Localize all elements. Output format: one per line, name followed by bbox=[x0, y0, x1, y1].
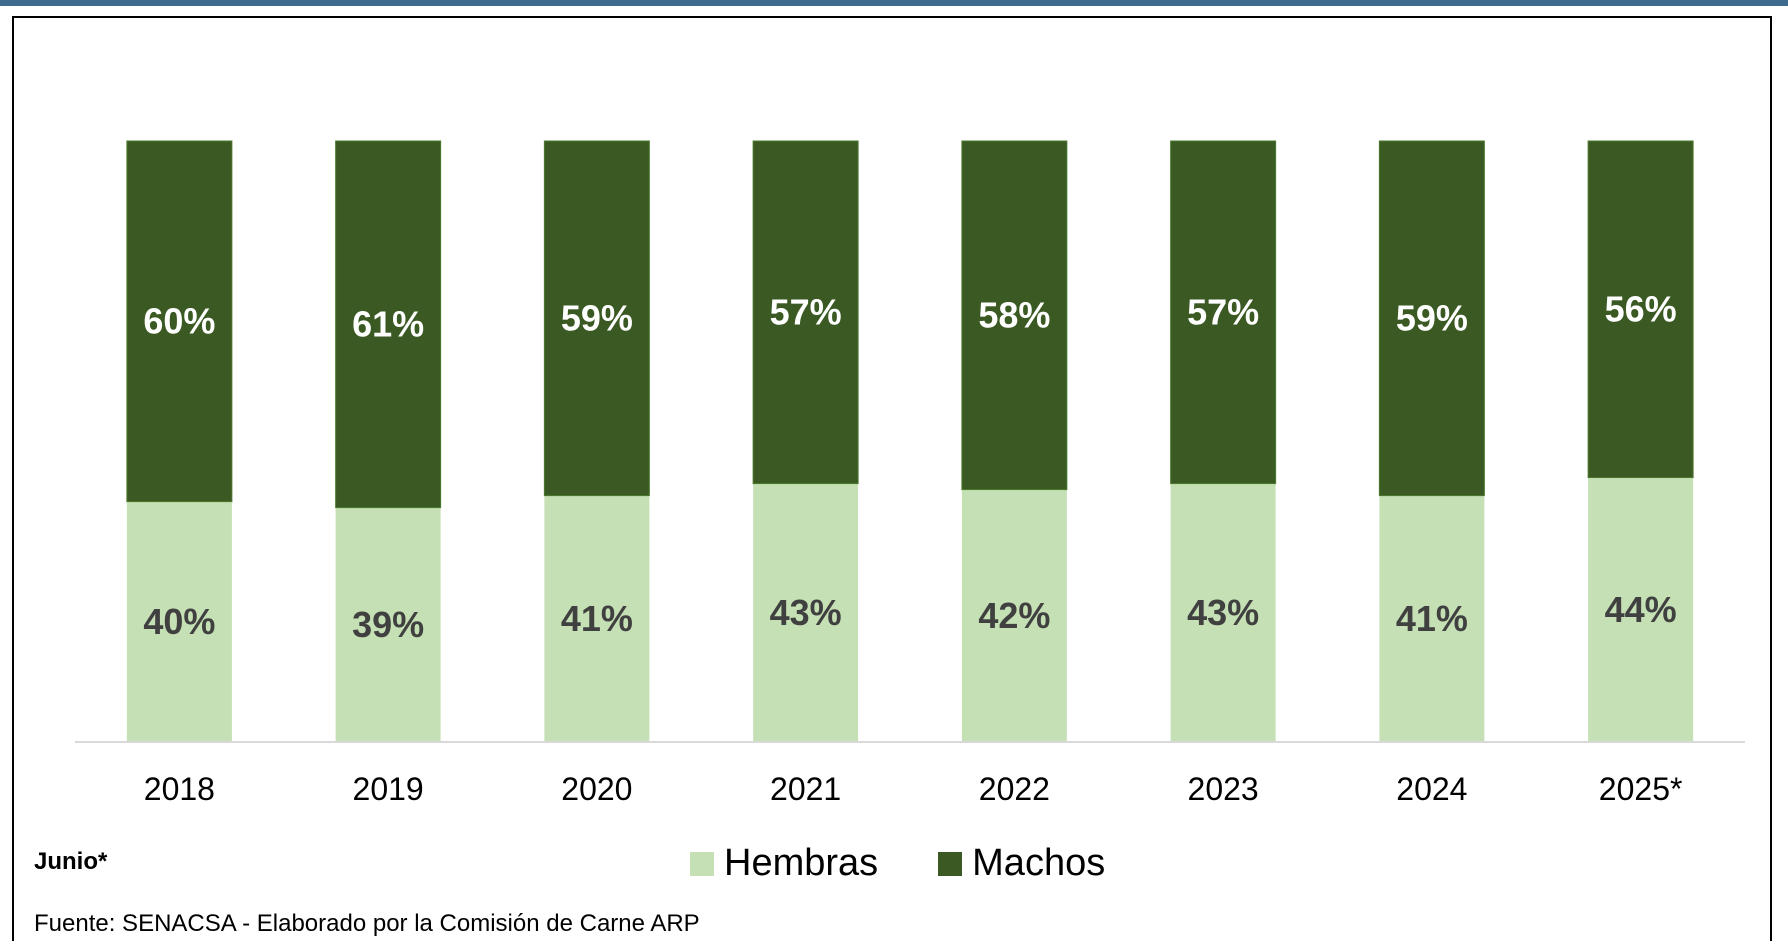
bar-machos-2020 bbox=[543, 140, 650, 497]
bar-hembras-2018 bbox=[126, 501, 232, 742]
legend-label-machos: Machos bbox=[972, 842, 1106, 884]
x-tick-label-2025: 2025* bbox=[1599, 771, 1683, 807]
data-label-hembras-2022: 42% bbox=[978, 595, 1050, 636]
legend-item-machos: Machos bbox=[938, 842, 1105, 885]
data-label-hembras-2024: 41% bbox=[1396, 598, 1468, 639]
x-tick-label-2022: 2022 bbox=[979, 771, 1050, 807]
bar-machos-2019 bbox=[335, 140, 442, 509]
data-label-machos-2019: 61% bbox=[352, 303, 424, 344]
bar-machos-2018 bbox=[126, 140, 233, 503]
data-label-machos-2020: 59% bbox=[561, 297, 633, 338]
legend-swatch-hembras bbox=[690, 851, 714, 876]
bar-hembras-2022 bbox=[961, 489, 1067, 742]
x-tick-label-2018: 2018 bbox=[144, 771, 215, 807]
x-tick-label-2019: 2019 bbox=[353, 771, 424, 807]
bar-hembras-2020 bbox=[544, 495, 650, 742]
data-label-hembras-2018: 40% bbox=[143, 601, 215, 642]
bar-hembras-2021 bbox=[753, 483, 859, 742]
bar-machos-2025 bbox=[1587, 140, 1694, 479]
data-label-hembras-2021: 43% bbox=[770, 592, 842, 633]
bar-hembras-2019 bbox=[335, 507, 441, 742]
x-tick-label-2021: 2021 bbox=[770, 771, 841, 807]
data-label-machos-2024: 59% bbox=[1396, 297, 1468, 338]
footnote-junio: Junio* bbox=[34, 848, 108, 875]
data-label-machos-2022: 58% bbox=[978, 294, 1050, 335]
bars-group: 40% 60% 39% 61% 41% 59% 43% 57% 42% 58% 43% 57% 41% 5… bbox=[126, 140, 1694, 742]
data-label-machos-2021: 57% bbox=[770, 291, 842, 332]
data-label-machos-2025: 56% bbox=[1605, 288, 1677, 329]
chart-frame bbox=[12, 16, 1772, 941]
data-label-machos-2023: 57% bbox=[1187, 291, 1259, 332]
data-label-hembras-2025: 44% bbox=[1605, 589, 1677, 630]
bar-hembras-2023 bbox=[1170, 483, 1276, 742]
legend-label-hembras: Hembras bbox=[724, 842, 879, 884]
bar-hembras-2024 bbox=[1379, 495, 1485, 742]
bar-machos-2023 bbox=[1170, 140, 1277, 485]
source-caption: Fuente: SENACSA - Elaborado por la Comis… bbox=[34, 910, 700, 937]
bar-hembras-2025 bbox=[1588, 477, 1694, 742]
legend-item-hembras: Hembras bbox=[690, 842, 878, 885]
data-label-hembras-2020: 41% bbox=[561, 598, 633, 639]
top-accent-bar bbox=[0, 0, 1788, 6]
x-tick-label-2020: 2020 bbox=[561, 771, 632, 807]
bar-machos-2021 bbox=[752, 140, 859, 485]
legend: Hembras Machos bbox=[690, 842, 1105, 885]
stacked-bar-chart: 40% 60% 39% 61% 41% 59% 43% 57% 42% 58% 43% 57% 41% 5… bbox=[75, 140, 1745, 807]
bar-machos-2024 bbox=[1378, 140, 1485, 497]
x-tick-label-2024: 2024 bbox=[1396, 771, 1467, 807]
bar-machos-2022 bbox=[961, 140, 1068, 491]
x-tick-label-2023: 2023 bbox=[1188, 771, 1259, 807]
legend-swatch-machos bbox=[938, 851, 963, 876]
x-tick-labels: 2018 2019 2020 2021 2022 2023 2024 2025* bbox=[144, 771, 1683, 807]
data-label-hembras-2023: 43% bbox=[1187, 592, 1259, 633]
data-label-machos-2018: 60% bbox=[143, 300, 215, 341]
data-label-hembras-2019: 39% bbox=[352, 604, 424, 645]
